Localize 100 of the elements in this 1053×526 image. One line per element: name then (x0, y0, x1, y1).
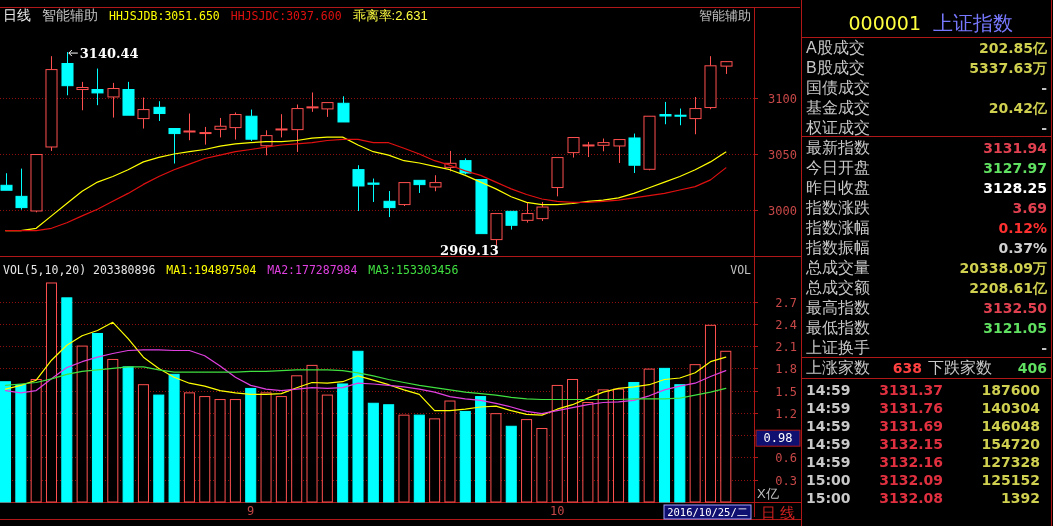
text: 3132.50 (983, 300, 1047, 316)
text: 0.12% (998, 220, 1047, 236)
data-label: 3131.76 (879, 400, 943, 416)
text: MA3:153303456 (368, 263, 459, 277)
bar (521, 419, 533, 503)
bar (168, 373, 180, 503)
y-axis-title: X亿 (757, 486, 779, 501)
bar (122, 366, 134, 503)
chart-subtitle: 智能辅助 (42, 7, 98, 23)
chart-title: 日线 (3, 7, 31, 23)
bar (490, 413, 502, 503)
data-label: 140304 (981, 400, 1041, 416)
bar (137, 384, 149, 503)
bar (413, 414, 425, 503)
bar (444, 400, 456, 503)
x-tick-label: 9 (247, 504, 255, 518)
data-label: 146048 (981, 418, 1040, 434)
data-label: 127328 (981, 454, 1040, 470)
category-label: 指数涨幅 (805, 219, 870, 236)
y-tick-label: 3050 (768, 147, 797, 162)
bar (30, 379, 42, 503)
text: VOL(5,10,20) 203380896 (3, 263, 156, 277)
text: 上证指数 (933, 12, 1013, 34)
bar (720, 350, 732, 503)
annotation: 乖离率:2.631 (352, 8, 428, 23)
data-label: 154720 (981, 436, 1041, 452)
bar (260, 392, 272, 503)
category-label: 最低指数 (806, 319, 870, 336)
data-label: 3132.15 (879, 436, 943, 452)
bar (91, 332, 103, 503)
y-tick-label: 0.6 (775, 450, 797, 465)
bar (306, 364, 318, 503)
bar (643, 368, 655, 503)
category-label: 14:59 (806, 400, 851, 416)
y-tick-label: 3000 (768, 203, 797, 218)
bar (0, 381, 12, 503)
data-label: 1392 (1001, 490, 1040, 506)
text: 0.37% (998, 240, 1047, 256)
annotation: VOL (730, 263, 752, 277)
bar (475, 396, 487, 503)
text: 20.42亿 (988, 100, 1047, 116)
bar (337, 383, 349, 503)
text: 5337.63万 (969, 60, 1047, 76)
text: - (1041, 120, 1047, 136)
category-label: 下跌家数 (928, 359, 992, 376)
data-label: 3131.37 (879, 382, 943, 398)
text: 20338.09万 (959, 260, 1047, 276)
bar (505, 425, 517, 503)
bar (229, 399, 241, 503)
text: 638 (892, 360, 922, 376)
bar (689, 364, 701, 503)
data-label: 3132.16 (879, 454, 943, 470)
bar (658, 367, 671, 503)
text: 3131.94 (983, 140, 1047, 156)
category-label: 国债成交 (806, 79, 870, 96)
category-label: 上涨家数 (806, 359, 870, 376)
bar (245, 387, 257, 503)
category-label: 昨日收盘 (806, 179, 870, 196)
bar (628, 381, 640, 503)
category-label: 15:00 (806, 472, 851, 488)
category-label: A股成交 (806, 39, 865, 56)
category-label: 15:00 (806, 490, 851, 506)
category-label: 总成交量 (805, 259, 870, 276)
bar (429, 418, 441, 503)
data-label: 3132.08 (879, 490, 943, 506)
bar (321, 394, 333, 503)
text: HHJSJDB:3051.650 (109, 9, 220, 23)
text: 3128.25 (983, 180, 1047, 196)
category-label: 指数振幅 (805, 239, 870, 256)
bar (536, 428, 548, 503)
bar (291, 375, 303, 503)
text: 202.85亿 (978, 40, 1047, 56)
category-label: 今日开盘 (806, 159, 870, 176)
data-label: 187600 (981, 382, 1041, 398)
category-label: 最新指数 (806, 139, 870, 156)
text: HHJSJDC:3037.600 (230, 9, 342, 23)
text: 2016/10/25/二 (667, 506, 748, 518)
category-label: 指数涨跌 (805, 199, 870, 216)
category-label: 14:59 (806, 436, 851, 452)
text: 3121.05 (983, 320, 1047, 336)
text: MA2:177287984 (267, 263, 358, 277)
bar (352, 350, 364, 503)
bar (107, 358, 119, 503)
annotation: 2969.13 (440, 242, 499, 258)
bar (275, 396, 287, 503)
text: 日 线 (760, 504, 796, 521)
bar (183, 392, 195, 503)
bar (597, 389, 609, 503)
category-label: 14:59 (806, 382, 851, 398)
bar (15, 384, 27, 503)
y-tick-label: 2.1 (775, 339, 797, 354)
bar (613, 388, 625, 503)
bar (76, 345, 88, 503)
data-label: 3132.09 (879, 472, 943, 488)
bar (704, 324, 716, 503)
bar (61, 297, 73, 503)
bar (459, 410, 471, 503)
text: - (1041, 340, 1047, 356)
text: 2208.61亿 (969, 280, 1047, 296)
bar (383, 404, 395, 503)
